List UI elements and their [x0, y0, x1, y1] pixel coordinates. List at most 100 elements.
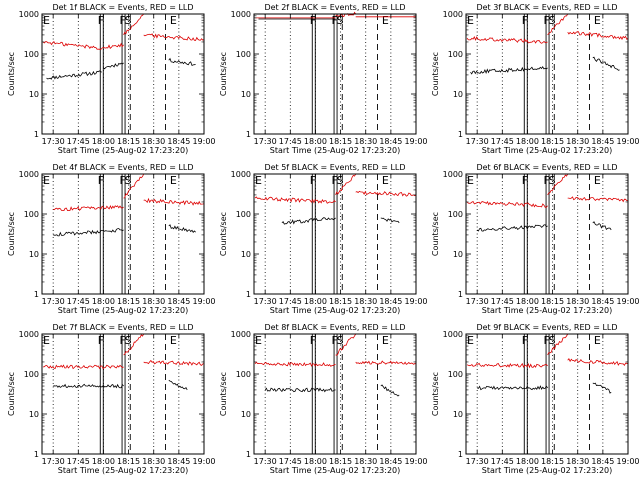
interval-marker-label: E [382, 174, 389, 187]
x-tick-label: 17:30 [254, 297, 277, 306]
y-tick-label: 10 [241, 90, 251, 99]
interval-marker-label: E [594, 14, 601, 27]
x-tick-label: 18:00 [92, 457, 115, 466]
interval-marker-label: S [337, 334, 344, 347]
x-tick-label: 17:30 [254, 457, 277, 466]
x-tick-label: 18:15 [329, 137, 352, 146]
chart-title: Det 7f BLACK = Events, RED = LLD [52, 323, 193, 332]
interval-marker-label: F [310, 334, 316, 347]
x-tick-label: 19:00 [404, 137, 427, 146]
x-tick-label: 18:00 [92, 137, 115, 146]
y-tick-label: 1000 [231, 10, 251, 19]
x-tick-label: 18:15 [117, 457, 140, 466]
interval-marker-label: F [98, 14, 104, 27]
interval-marker-label: F [522, 334, 528, 347]
x-tick-label: 18:30 [142, 137, 165, 146]
series-line-lld [466, 200, 548, 208]
plot-frame [253, 13, 417, 135]
y-tick-label: 1000 [231, 330, 251, 339]
x-tick-label: 18:45 [591, 457, 614, 466]
plot-frame [253, 173, 417, 295]
y-tick-label: 1000 [19, 10, 39, 19]
x-tick-label: 17:30 [42, 137, 65, 146]
y-tick-label: 100 [24, 210, 39, 219]
x-tick-label: 18:15 [329, 297, 352, 306]
y-tick-label: 100 [448, 210, 463, 219]
interval-marker-label: E [594, 334, 601, 347]
series-line-lld [567, 31, 629, 41]
interval-marker-label: F [98, 334, 104, 347]
x-tick-label: 19:00 [616, 137, 639, 146]
x-tick-label: 19:00 [616, 457, 639, 466]
y-axis-label: Counts/sec [431, 212, 440, 256]
y-axis-label: Counts/sec [219, 212, 228, 256]
interval-marker-label: S [125, 334, 132, 347]
y-tick-label: 10 [241, 410, 251, 419]
series-line-lld [335, 173, 357, 196]
chart-title: Det 5f BLACK = Events, RED = LLD [264, 163, 405, 172]
series-line-lld [42, 40, 103, 51]
y-tick-label: 100 [236, 210, 251, 219]
x-tick-label: 18:15 [329, 457, 352, 466]
x-tick-label: 18:30 [142, 457, 165, 466]
interval-marker-label: F [544, 174, 550, 187]
series-line-lld [567, 196, 629, 203]
series-line-events [103, 62, 124, 70]
interval-marker-label: F [332, 14, 338, 27]
x-tick-label: 18:00 [92, 297, 115, 306]
x-tick-label: 18:30 [354, 137, 377, 146]
x-tick-label: 19:00 [404, 457, 427, 466]
interval-marker-label: S [337, 14, 344, 27]
x-tick-label: 17:45 [491, 137, 514, 146]
interval-marker-label: F [310, 174, 316, 187]
series-line-events [477, 385, 548, 391]
series-line-lld [123, 13, 145, 36]
interval-marker-label: F [120, 334, 126, 347]
x-tick-label: 18:00 [516, 457, 539, 466]
series-line-lld [143, 359, 205, 366]
interval-marker-label: E [170, 174, 177, 187]
y-tick-label: 100 [24, 370, 39, 379]
series-line-lld [123, 333, 145, 356]
y-tick-label: 10 [453, 250, 463, 259]
y-tick-label: 10 [29, 250, 39, 259]
y-tick-label: 100 [24, 50, 39, 59]
interval-marker-label: E [170, 14, 177, 27]
x-tick-label: 17:30 [42, 457, 65, 466]
y-tick-label: 10 [453, 410, 463, 419]
x-tick-label: 17:45 [279, 137, 302, 146]
series-line-events [53, 383, 124, 389]
series-line-events [592, 56, 620, 71]
x-axis-label: Start Time (25-Aug-02 17:23:20) [58, 146, 189, 155]
series-line-lld [101, 42, 124, 49]
y-tick-label: 100 [236, 370, 251, 379]
series-line-events [281, 217, 336, 225]
chart-title: Det 2f BLACK = Events, RED = LLD [264, 3, 405, 12]
x-tick-label: 19:00 [192, 297, 215, 306]
y-tick-label: 1000 [231, 170, 251, 179]
series-line-lld [567, 358, 629, 367]
series-line-events [592, 382, 612, 394]
x-tick-label: 18:30 [142, 297, 165, 306]
interval-marker-label: E [594, 174, 601, 187]
y-axis-label: Counts/sec [7, 52, 16, 96]
x-tick-label: 18:15 [541, 137, 564, 146]
y-tick-label: 10 [241, 250, 251, 259]
interval-marker-label: E [170, 334, 177, 347]
y-axis-label: Counts/sec [219, 372, 228, 416]
interval-marker-label: E [467, 14, 474, 27]
x-tick-label: 17:30 [254, 137, 277, 146]
interval-marker-label: E [43, 14, 50, 27]
x-tick-label: 17:45 [491, 297, 514, 306]
chart-title: Det 8f BLACK = Events, RED = LLD [264, 323, 405, 332]
x-tick-label: 18:15 [541, 297, 564, 306]
interval-marker-label: F [522, 14, 528, 27]
x-tick-label: 18:30 [354, 297, 377, 306]
interval-marker-label: E [43, 174, 50, 187]
x-tick-label: 17:45 [67, 137, 90, 146]
